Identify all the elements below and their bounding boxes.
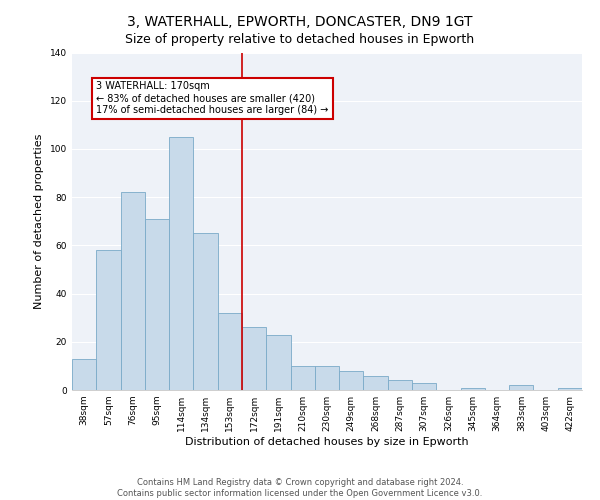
Bar xyxy=(364,376,388,390)
Text: 3, WATERHALL, EPWORTH, DONCASTER, DN9 1GT: 3, WATERHALL, EPWORTH, DONCASTER, DN9 1G… xyxy=(127,15,473,29)
Bar xyxy=(315,366,339,390)
Bar xyxy=(339,370,364,390)
Y-axis label: Number of detached properties: Number of detached properties xyxy=(34,134,44,309)
Bar xyxy=(218,313,242,390)
Bar xyxy=(290,366,315,390)
Bar xyxy=(145,219,169,390)
Bar xyxy=(72,358,96,390)
Bar xyxy=(121,192,145,390)
Bar xyxy=(193,234,218,390)
Bar xyxy=(388,380,412,390)
Bar xyxy=(558,388,582,390)
Text: Contains HM Land Registry data © Crown copyright and database right 2024.
Contai: Contains HM Land Registry data © Crown c… xyxy=(118,478,482,498)
Text: 3 WATERHALL: 170sqm
← 83% of detached houses are smaller (420)
17% of semi-detac: 3 WATERHALL: 170sqm ← 83% of detached ho… xyxy=(96,82,329,114)
Text: Size of property relative to detached houses in Epworth: Size of property relative to detached ho… xyxy=(125,32,475,46)
Bar xyxy=(412,383,436,390)
Bar xyxy=(461,388,485,390)
Bar xyxy=(266,334,290,390)
X-axis label: Distribution of detached houses by size in Epworth: Distribution of detached houses by size … xyxy=(185,437,469,447)
Bar xyxy=(96,250,121,390)
Bar xyxy=(169,137,193,390)
Bar xyxy=(242,328,266,390)
Bar xyxy=(509,385,533,390)
